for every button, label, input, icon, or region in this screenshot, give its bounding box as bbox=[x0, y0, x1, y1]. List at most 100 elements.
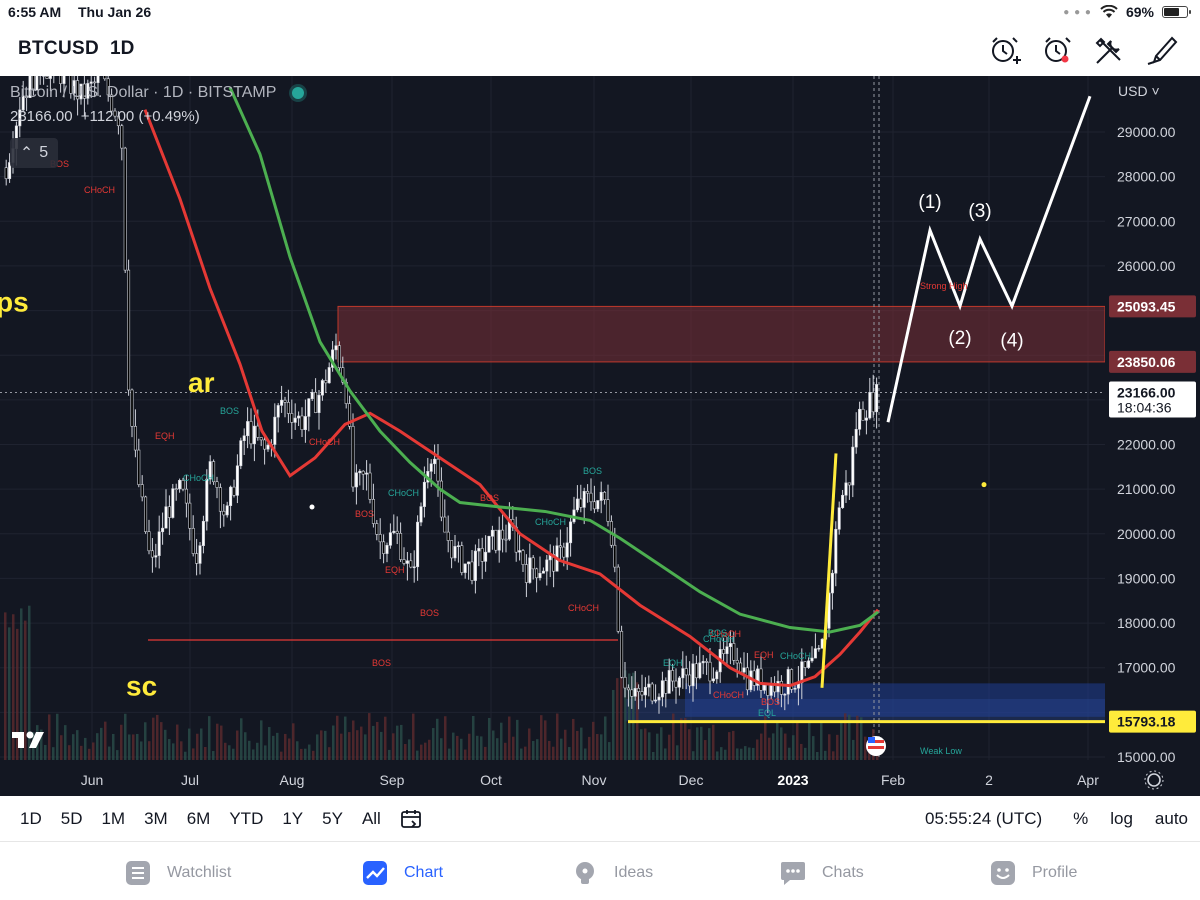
symbol-button[interactable]: BTCUSD bbox=[18, 38, 99, 59]
range-button[interactable]: 1Y bbox=[282, 809, 304, 828]
volume-bar bbox=[40, 729, 43, 760]
candle-body bbox=[790, 669, 794, 690]
volume-bar bbox=[212, 751, 215, 760]
volume-bar bbox=[64, 725, 67, 760]
tab-chart[interactable]: Chart bbox=[362, 860, 443, 886]
brush-icon[interactable] bbox=[1142, 32, 1180, 70]
interval-button[interactable]: 1D bbox=[110, 38, 135, 59]
tools-icon[interactable] bbox=[1090, 32, 1128, 70]
candle-body bbox=[303, 416, 307, 431]
scale-option-button[interactable]: log bbox=[1110, 809, 1133, 828]
time-tick: Dec bbox=[679, 772, 704, 788]
volume-bar bbox=[488, 717, 491, 760]
candle-body bbox=[647, 683, 651, 688]
tab-ideas[interactable]: Ideas bbox=[572, 860, 653, 886]
structure-label: EQH bbox=[663, 658, 683, 668]
volume-bar bbox=[264, 745, 267, 760]
candle-body bbox=[467, 561, 471, 565]
volume-bar bbox=[60, 735, 63, 760]
trend-annotation-line bbox=[820, 453, 838, 688]
chart-area[interactable]: (1)(2)(3)(4)(5)psarscBOSCHoCHEQHCHoCHBOS… bbox=[0, 76, 1200, 796]
volume-bar bbox=[404, 743, 407, 760]
candle-body bbox=[120, 125, 124, 149]
price-tick: 15000.00 bbox=[1117, 749, 1176, 765]
range-button[interactable]: 1D bbox=[20, 809, 42, 828]
scale-option-button[interactable]: auto bbox=[1154, 809, 1188, 828]
candle-body bbox=[164, 506, 168, 529]
candle-body bbox=[307, 398, 311, 417]
smile-icon bbox=[990, 860, 1016, 886]
volume-bar bbox=[140, 741, 143, 760]
volume-bar bbox=[484, 746, 487, 760]
range-button[interactable]: 6M bbox=[186, 809, 211, 828]
volume-bar bbox=[792, 735, 795, 760]
range-button[interactable]: YTD bbox=[229, 809, 264, 828]
price-chart[interactable]: (1)(2)(3)(4)(5)psarscBOSCHoCHEQHCHoCHBOS… bbox=[0, 76, 1200, 796]
volume-bar bbox=[292, 723, 295, 760]
range-button[interactable]: 5Y bbox=[322, 809, 343, 828]
volume-bar bbox=[660, 727, 663, 760]
volume-bar bbox=[204, 746, 207, 760]
candle-body bbox=[708, 661, 712, 682]
go-to-date-icon[interactable] bbox=[400, 808, 422, 835]
candle-body bbox=[429, 463, 433, 472]
candle-body bbox=[286, 402, 290, 414]
candle-body bbox=[283, 399, 287, 403]
candle-body bbox=[694, 663, 698, 679]
volume-bar bbox=[412, 713, 415, 760]
add-alert-icon[interactable] bbox=[986, 32, 1024, 70]
range-button[interactable]: 5D bbox=[60, 809, 83, 828]
tab-profile[interactable]: Profile bbox=[990, 860, 1077, 886]
candle-body bbox=[667, 670, 671, 694]
utc-clock[interactable]: 05:55:24 (UTC) bbox=[925, 809, 1043, 828]
candle-body bbox=[739, 662, 743, 673]
structure-label: BOS bbox=[761, 697, 780, 707]
volume-bar bbox=[400, 724, 403, 760]
scale-option-button[interactable]: % bbox=[1073, 809, 1089, 828]
volume-bar bbox=[472, 715, 475, 760]
volume-bar bbox=[152, 717, 155, 760]
tab-label: Watchlist bbox=[167, 864, 232, 881]
volume-bar bbox=[328, 747, 331, 760]
volume-bar bbox=[352, 720, 355, 760]
volume-bar bbox=[644, 728, 647, 760]
candle-body bbox=[528, 557, 532, 583]
volume-bar bbox=[540, 715, 543, 760]
price-tick: 19000.00 bbox=[1117, 570, 1176, 586]
range-button[interactable]: 1M bbox=[101, 809, 126, 828]
candle-body bbox=[433, 458, 437, 465]
alert-clock-icon[interactable] bbox=[1038, 32, 1076, 70]
candle-body bbox=[310, 391, 314, 400]
volume-bar bbox=[456, 735, 459, 760]
candle-body bbox=[558, 545, 562, 548]
volume-bar bbox=[844, 713, 847, 760]
volume-bar bbox=[44, 744, 47, 760]
indicator-count: 5 bbox=[39, 144, 49, 161]
volume-bar bbox=[380, 731, 383, 760]
candle-body bbox=[361, 470, 365, 475]
volume-bar bbox=[116, 750, 119, 760]
candle-body bbox=[715, 671, 719, 680]
volume-bar bbox=[788, 747, 791, 760]
candle-body bbox=[490, 529, 494, 537]
structure-label: BOS bbox=[50, 159, 69, 169]
candle-body bbox=[378, 534, 382, 543]
candle-body bbox=[722, 649, 726, 654]
candle-body bbox=[72, 80, 76, 94]
candle-body bbox=[215, 481, 219, 488]
volume-bar bbox=[316, 734, 319, 760]
candle-body bbox=[252, 425, 256, 445]
tab-bar: Watchlist Chart Ideas Chats Profile bbox=[0, 842, 1200, 900]
price-tick: 27000.00 bbox=[1117, 213, 1176, 229]
volume-bar bbox=[684, 718, 687, 760]
candle-body bbox=[450, 540, 454, 559]
candle-body bbox=[541, 570, 545, 574]
tab-chats[interactable]: Chats bbox=[780, 860, 864, 886]
range-button[interactable]: 3M bbox=[144, 809, 168, 828]
candle-body bbox=[171, 488, 175, 518]
range-button[interactable]: All bbox=[361, 809, 381, 828]
time-tick: Oct bbox=[480, 772, 502, 788]
volume-bar bbox=[92, 742, 95, 760]
indicators-collapse-button[interactable]: ⌃ 5 bbox=[10, 138, 58, 168]
tab-watchlist[interactable]: Watchlist bbox=[125, 860, 231, 886]
